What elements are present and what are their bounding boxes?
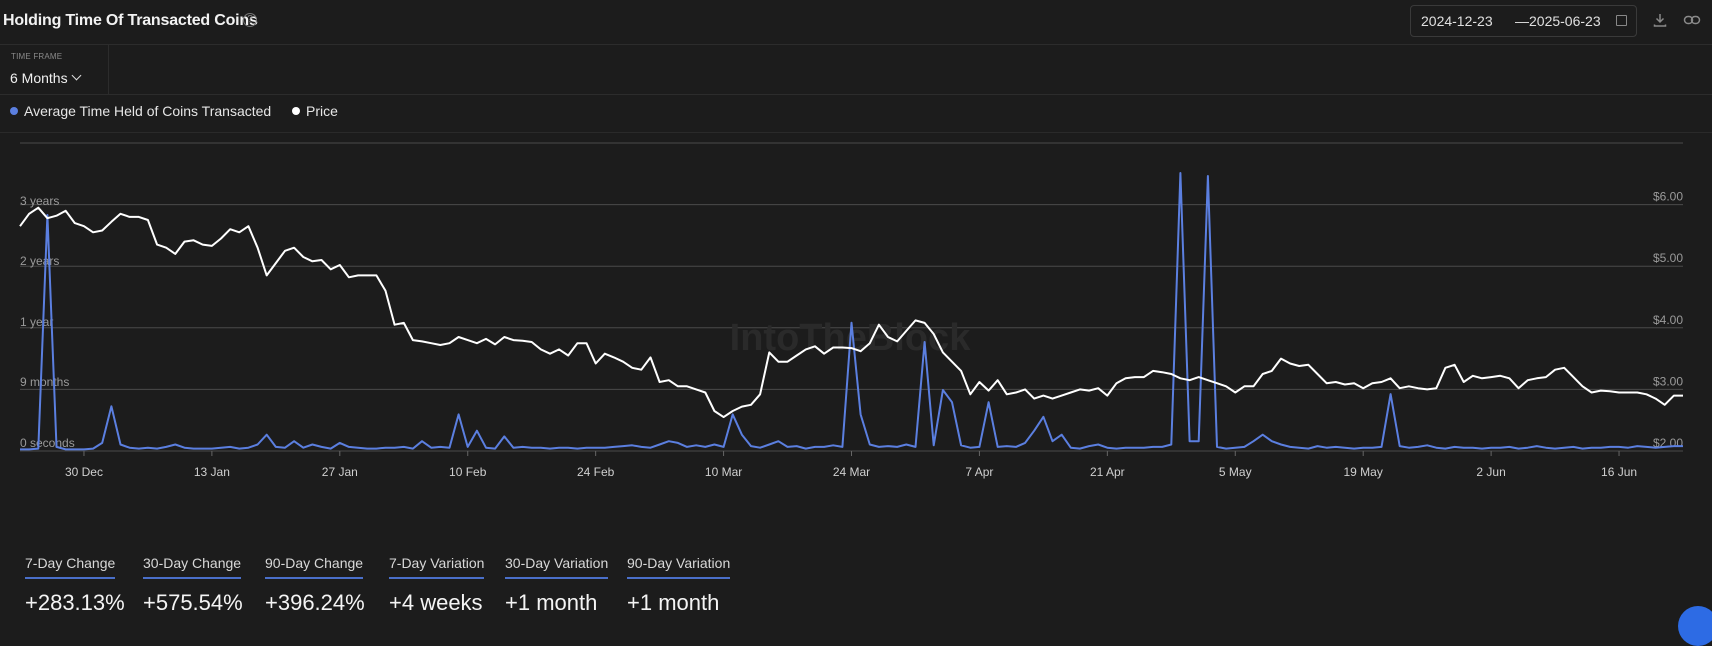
- x-tick-label: 27 Jan: [322, 465, 358, 479]
- y-left-tick-label: 1 year: [20, 315, 53, 329]
- date-separator: —: [1515, 13, 1529, 29]
- date-start: 2024-12-23: [1421, 13, 1493, 29]
- timeframe-selector[interactable]: TIME FRAME 6 Months: [0, 44, 109, 95]
- calendar-icon: [1616, 15, 1627, 26]
- stat-value: +1 month: [627, 590, 720, 615]
- x-tick-label: 13 Jan: [194, 465, 230, 479]
- legend-item-holding-time[interactable]: Average Time Held of Coins Transacted: [10, 103, 271, 119]
- legend-item-price[interactable]: Price: [292, 103, 338, 119]
- y-right-tick-label: $6.00: [1653, 190, 1683, 204]
- series-line-holding-time[interactable]: [20, 172, 1683, 451]
- chart-canvas: IntoTheBlock $2.00$3.00$4.00$5.00$6.00$7…: [19, 140, 1683, 479]
- chart-title: Holding Time Of Transacted Coins: [3, 12, 258, 29]
- help-chat-button[interactable]: [1678, 606, 1712, 646]
- x-tick-label: 21 Apr: [1090, 465, 1125, 479]
- y-right-tick-label: $5.00: [1653, 251, 1683, 265]
- x-tick-label: 30 Dec: [65, 465, 103, 479]
- x-tick-label: 2 Jun: [1476, 465, 1505, 479]
- chevron-down-icon: [71, 70, 82, 81]
- stat-label[interactable]: 30-Day Change: [143, 555, 242, 579]
- y-right-tick-label: $4.00: [1653, 313, 1683, 327]
- x-tick-label: 24 Mar: [833, 465, 870, 479]
- stat-value: +4 weeks: [389, 590, 483, 615]
- y-right-tick-label: $3.00: [1653, 374, 1683, 388]
- series-dot-icon: [10, 107, 18, 115]
- stat-label[interactable]: 7-Day Variation: [389, 555, 485, 579]
- divider: [108, 94, 1712, 95]
- x-tick-label: 7 Apr: [965, 465, 993, 479]
- date-end: 2025-06-23: [1529, 13, 1601, 29]
- date-range-picker[interactable]: 2024-12-23 — 2025-06-23: [1410, 5, 1637, 37]
- header-bar: Holding Time Of Transacted Coins ? 2024-…: [0, 0, 1712, 45]
- y-right-tick-label: $7.00: [1653, 140, 1683, 142]
- x-tick-label: 5 May: [1219, 465, 1252, 479]
- legend-label: Price: [306, 103, 338, 119]
- grid-layer: [20, 142, 1683, 452]
- stat-value: +283.13%: [25, 590, 125, 615]
- y-left-tick-label: 2 years: [20, 254, 59, 268]
- stat-value: +1 month: [505, 590, 598, 615]
- x-tick-label: 10 Mar: [705, 465, 742, 479]
- stat-value: +575.54%: [143, 590, 243, 615]
- y-left-tick-label: 9 months: [20, 375, 69, 389]
- divider: [0, 132, 1712, 133]
- download-icon[interactable]: [1652, 12, 1668, 28]
- timeframe-value: 6 Months: [10, 70, 68, 86]
- x-tick-label: 10 Feb: [449, 465, 487, 479]
- stat-label[interactable]: 30-Day Variation: [505, 555, 609, 579]
- link-icon[interactable]: [1683, 12, 1701, 28]
- x-tick-label: 16 Jun: [1601, 465, 1637, 479]
- stat-value: +396.24%: [265, 590, 365, 615]
- timeframe-label: TIME FRAME: [11, 52, 63, 61]
- x-tick-label: 19 May: [1344, 465, 1383, 479]
- stat-label[interactable]: 90-Day Change: [265, 555, 364, 579]
- series-layer: [19, 172, 1683, 451]
- y-left-tick-label: 3 years: [20, 194, 59, 208]
- series-dot-icon: [292, 107, 300, 115]
- question-circle-icon[interactable]: ?: [243, 13, 257, 27]
- axis-layer: $2.00$3.00$4.00$5.00$6.00$7.000 seconds9…: [20, 140, 1683, 479]
- series-line-price[interactable]: [19, 206, 1683, 419]
- stat-label[interactable]: 7-Day Change: [25, 555, 116, 579]
- y-left-tick-label: 0 seconds: [20, 436, 75, 450]
- stat-label[interactable]: 90-Day Variation: [627, 555, 731, 579]
- x-tick-label: 24 Feb: [577, 465, 615, 479]
- legend-label: Average Time Held of Coins Transacted: [24, 103, 272, 119]
